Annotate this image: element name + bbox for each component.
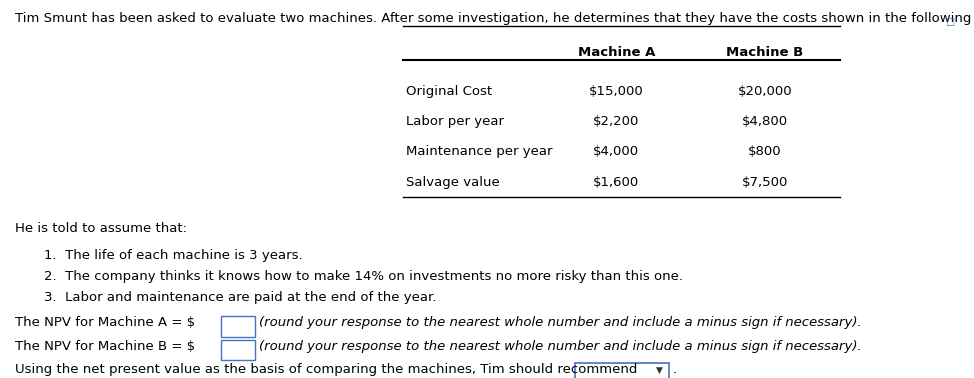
Text: $20,000: $20,000 (737, 85, 792, 98)
Text: $15,000: $15,000 (589, 85, 644, 98)
Text: 3.  Labor and maintenance are paid at the end of the year.: 3. Labor and maintenance are paid at the… (44, 291, 436, 304)
Text: (round your response to the nearest whole number and include a minus sign if nec: (round your response to the nearest whol… (259, 339, 862, 353)
Text: Original Cost: Original Cost (405, 85, 492, 98)
Text: The NPV for Machine A = $: The NPV for Machine A = $ (16, 316, 196, 329)
Text: The NPV for Machine B = $: The NPV for Machine B = $ (16, 339, 196, 353)
Text: □: □ (946, 17, 955, 27)
Text: ▼: ▼ (656, 366, 663, 375)
Text: Using the net present value as the basis of comparing the machines, Tim should r: Using the net present value as the basis… (16, 363, 638, 376)
Text: $2,200: $2,200 (593, 115, 640, 128)
Text: .: . (673, 363, 677, 376)
FancyBboxPatch shape (576, 363, 669, 378)
Text: $4,000: $4,000 (593, 146, 640, 158)
Text: Tim Smunt has been asked to evaluate two machines. After some investigation, he : Tim Smunt has been asked to evaluate two… (16, 12, 974, 25)
FancyBboxPatch shape (220, 339, 255, 360)
Text: Labor per year: Labor per year (405, 115, 504, 128)
Text: $4,800: $4,800 (742, 115, 788, 128)
Text: $1,600: $1,600 (593, 176, 640, 189)
Text: He is told to assume that:: He is told to assume that: (16, 222, 187, 235)
Text: 1.  The life of each machine is 3 years.: 1. The life of each machine is 3 years. (44, 249, 303, 262)
Text: $800: $800 (748, 146, 782, 158)
FancyBboxPatch shape (220, 316, 255, 337)
Text: Maintenance per year: Maintenance per year (405, 146, 552, 158)
Text: Machine A: Machine A (578, 46, 656, 59)
Text: Salvage value: Salvage value (405, 176, 500, 189)
Text: (round your response to the nearest whole number and include a minus sign if nec: (round your response to the nearest whol… (259, 316, 862, 329)
Text: Machine B: Machine B (727, 46, 804, 59)
Text: $7,500: $7,500 (742, 176, 788, 189)
Text: 2.  The company thinks it knows how to make 14% on investments no more risky tha: 2. The company thinks it knows how to ma… (44, 270, 683, 283)
